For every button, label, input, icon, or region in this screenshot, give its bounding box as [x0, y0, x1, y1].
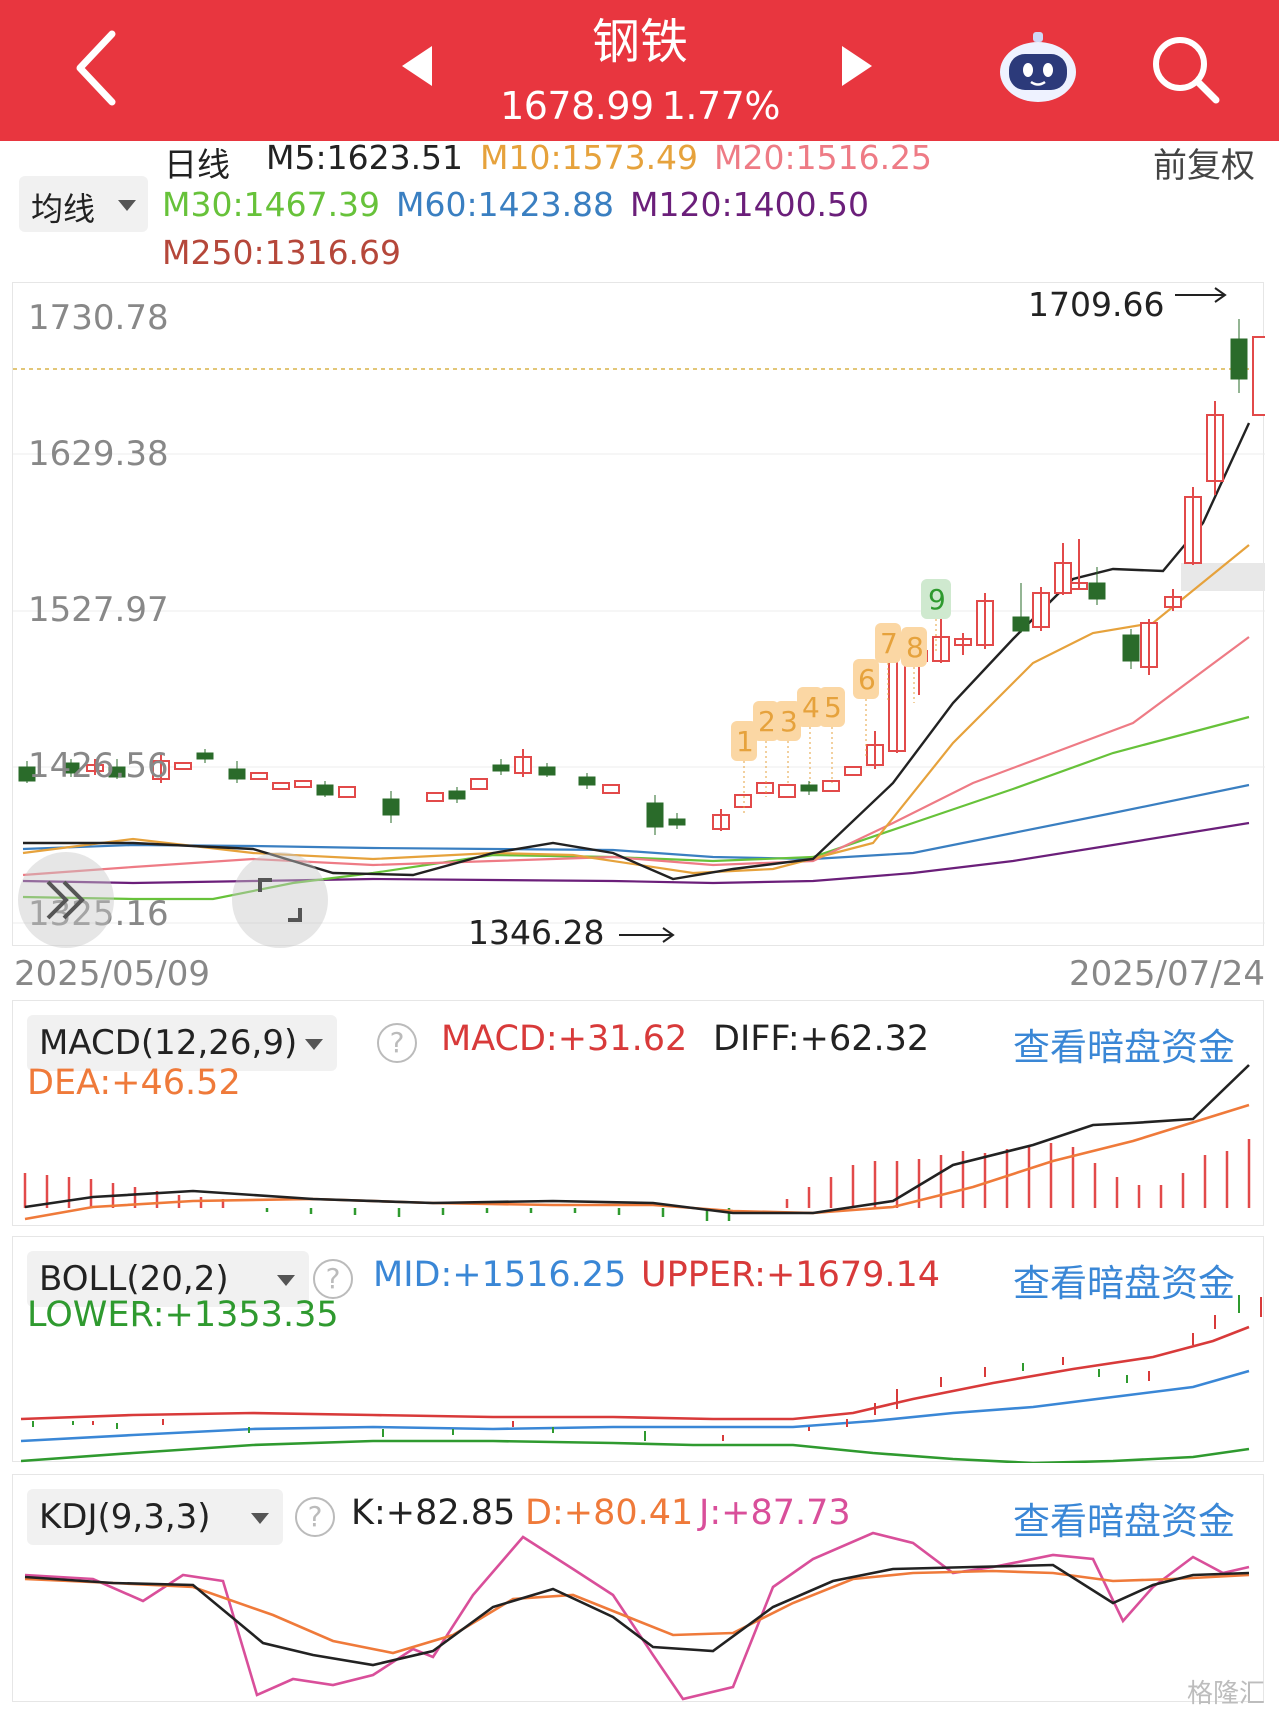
question-circle-icon[interactable]: ?	[313, 1259, 353, 1299]
kdj-selector-label: KDJ(9,3,3)	[39, 1497, 211, 1537]
price-quote: 1678.99 1.77%	[460, 84, 820, 128]
candlestick-svg: 1 2 3 4 5 6 7 8 9	[13, 287, 1265, 943]
boll-upper-value: UPPER:+1679.14	[641, 1255, 941, 1295]
high-price-label: 1709.66	[1028, 285, 1165, 324]
watermark-text: 格隆汇	[1186, 1679, 1265, 1709]
kdj-selector[interactable]: KDJ(9,3,3)	[27, 1489, 283, 1545]
fullscreen-button[interactable]	[232, 852, 328, 948]
ma10-line	[22, 544, 1250, 875]
kdj-k-value: K:+82.85	[351, 1493, 516, 1533]
question-circle-icon[interactable]: ?	[295, 1497, 335, 1537]
boll-svg	[20, 1295, 1262, 1463]
candles-left	[18, 319, 1265, 835]
triangle-right-icon[interactable]	[836, 44, 876, 88]
boll-upper-line	[20, 1325, 1250, 1421]
period-label: 日线	[164, 145, 230, 184]
boll-lower-value: LOWER:+1353.35	[27, 1295, 339, 1335]
page-title: 钢铁	[591, 14, 688, 70]
signal-markers: 1 2 3 4 5 6 7 8 9	[731, 579, 951, 815]
marker-6: 6	[858, 663, 876, 696]
change-percent: 1.77%	[661, 84, 781, 128]
macd-panel[interactable]: MACD(12,26,9) ? MACD:+31.62 DIFF:+62.32 …	[12, 1000, 1264, 1226]
ma20-value: M20:1516.25	[714, 138, 933, 177]
dark-pool-link-boll[interactable]: 查看暗盘资金	[1013, 1262, 1235, 1305]
index-price: 1678.99	[500, 84, 654, 128]
dark-pool-link-macd[interactable]: 查看暗盘资金	[1013, 1026, 1235, 1069]
kdj-k-line	[24, 1563, 1250, 1667]
diff-value: DIFF:+62.32	[713, 1019, 930, 1059]
caret-down-icon	[118, 200, 136, 211]
boll-candles	[32, 1295, 1262, 1441]
ma-selector[interactable]: 均线	[19, 176, 148, 232]
diff-line	[24, 1064, 1250, 1215]
fullscreen-corner-icon	[258, 878, 302, 922]
robot-icon[interactable]	[995, 30, 1081, 106]
macd-green-bars	[265, 1208, 731, 1221]
price-tag-bg	[1181, 563, 1265, 591]
boll-selector[interactable]: BOLL(20,2)	[27, 1251, 309, 1307]
ma60-value: M60:1423.88	[396, 185, 615, 224]
arrows	[619, 287, 1227, 943]
kdj-svg	[24, 1531, 1250, 1701]
dea-value: DEA:+46.52	[27, 1063, 241, 1103]
boll-mid-value: MID:+1516.25	[373, 1255, 627, 1295]
header-bar: 钢铁 1678.99 1.77%	[0, 0, 1279, 141]
kdj-d-line	[24, 1569, 1250, 1655]
start-date: 2025/05/09	[14, 954, 210, 994]
y-tick-1: 1730.78	[28, 298, 169, 338]
macd-red-bars	[23, 1139, 1251, 1208]
marker-5: 5	[824, 691, 842, 724]
adjust-selector[interactable]: 前复权	[1153, 146, 1255, 186]
end-date: 2025/07/24	[1069, 954, 1265, 994]
kdj-panel[interactable]: KDJ(9,3,3) ? K:+82.85 D:+80.41 J:+87.73 …	[12, 1474, 1264, 1702]
boll-lower-line	[20, 1439, 1250, 1463]
question-circle-icon[interactable]: ?	[377, 1023, 417, 1063]
marker-4: 4	[802, 691, 820, 724]
ma5-line	[23, 422, 1251, 881]
boll-selector-label: BOLL(20,2)	[39, 1259, 229, 1299]
boll-mid-line	[20, 1369, 1250, 1443]
macd-svg	[23, 1064, 1251, 1221]
caret-down-icon	[251, 1513, 269, 1524]
ma60-line	[22, 715, 1250, 901]
marker-3: 3	[780, 705, 798, 738]
ma250-line	[22, 821, 1250, 885]
ma-selector-label: 均线	[31, 190, 96, 228]
ma5-value: M5:1623.51	[266, 138, 464, 177]
y-tick-3: 1527.97	[28, 590, 169, 630]
dark-pool-link-kdj[interactable]: 查看暗盘资金	[1013, 1500, 1235, 1543]
low-price-label: 1346.28	[468, 913, 605, 952]
y-tick-4: 1426.56	[28, 746, 169, 786]
watermark-logo: 格隆汇	[1137, 1669, 1267, 1709]
kdj-j-value: J:+87.73	[699, 1493, 851, 1533]
ma120-line	[22, 783, 1250, 861]
y-tick-2: 1629.38	[28, 434, 169, 474]
candlestick-chart[interactable]: 1 2 3 4 5 6 7 8 9	[12, 282, 1265, 946]
marker-8: 8	[906, 631, 924, 664]
marker-9: 9	[928, 583, 946, 616]
macd-value: MACD:+31.62	[441, 1019, 688, 1059]
marker-2: 2	[758, 705, 776, 738]
ma120-value: M120:1400.50	[630, 185, 870, 224]
boll-panel[interactable]: BOLL(20,2) ? MID:+1516.25 UPPER:+1679.14…	[12, 1236, 1264, 1463]
macd-selector[interactable]: MACD(12,26,9)	[27, 1015, 337, 1071]
caret-down-icon	[277, 1275, 295, 1286]
double-chevron-right-icon	[46, 880, 85, 920]
search-icon[interactable]	[1148, 32, 1222, 106]
triangle-left-icon[interactable]	[398, 44, 438, 88]
ma250-value: M250:1316.69	[162, 233, 402, 272]
marker-7: 7	[880, 627, 898, 660]
caret-down-icon	[305, 1039, 323, 1050]
expand-button[interactable]	[18, 852, 114, 948]
ma30-value: M30:1467.39	[162, 185, 381, 224]
kdj-j-line	[24, 1531, 1250, 1701]
kdj-d-value: D:+80.41	[525, 1493, 694, 1533]
ma20-line	[22, 636, 1250, 877]
ma10-value: M10:1573.49	[480, 138, 699, 177]
chevron-left-icon[interactable]	[70, 28, 130, 108]
macd-selector-label: MACD(12,26,9)	[39, 1023, 298, 1063]
marker-1: 1	[736, 725, 754, 758]
